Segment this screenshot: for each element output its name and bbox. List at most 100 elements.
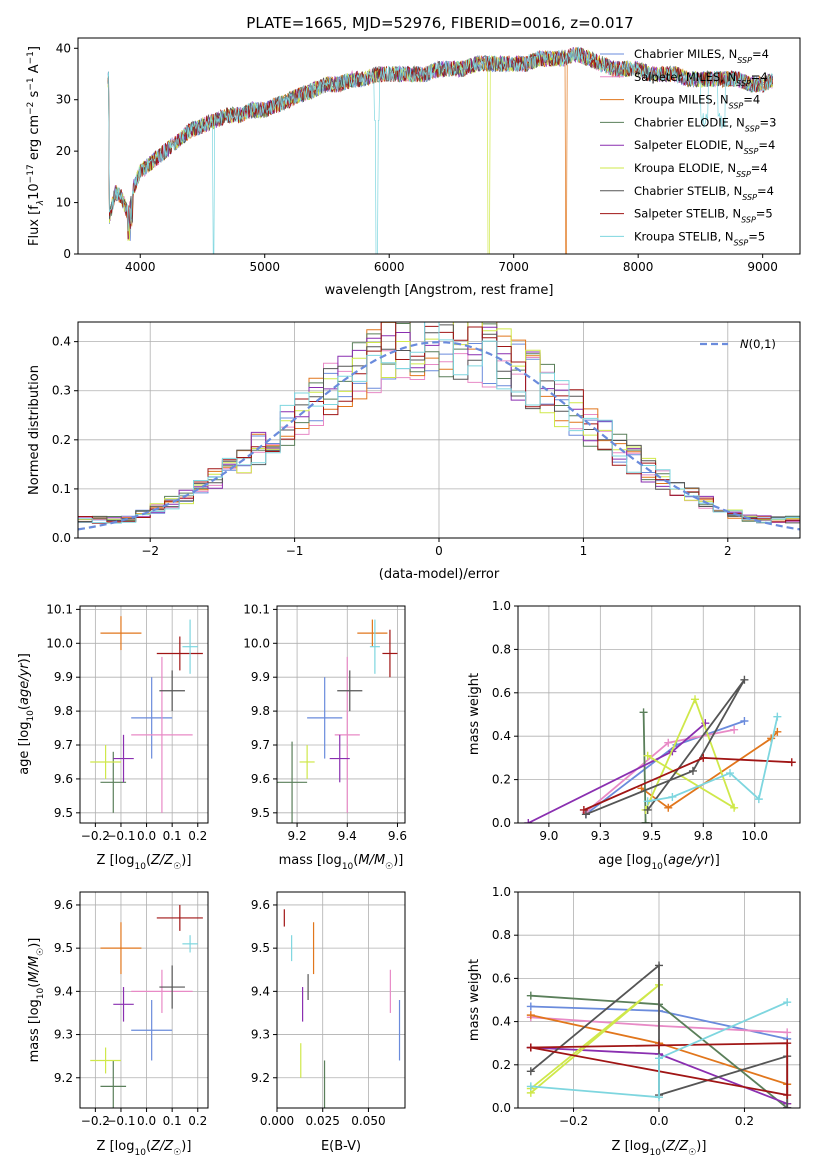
weight-marker-6 xyxy=(691,695,700,704)
weight-marker-9 xyxy=(643,797,652,806)
legend: Chabrier MILES, NSSP=4 Salpeter MILES, NS… xyxy=(600,47,776,247)
y-tick-label: 9.4 xyxy=(54,984,73,998)
y-tick-label: 20 xyxy=(56,144,71,158)
plot-area xyxy=(283,909,401,1108)
label-part: ☉ xyxy=(173,862,181,872)
label-part: Z [log xyxy=(97,1139,135,1154)
label-part: −1 xyxy=(26,77,36,90)
y-tick-label: 9.3 xyxy=(251,1028,270,1042)
legend-sub: SSP xyxy=(736,170,751,179)
weight-marker-8 xyxy=(526,1043,535,1052)
y-tick-label: 9.9 xyxy=(54,670,73,684)
weight-marker-4 xyxy=(641,819,650,823)
legend-n: =4 xyxy=(751,161,768,175)
plot-area xyxy=(526,961,792,1108)
y-tick-label: 9.6 xyxy=(251,772,270,786)
legend-sub: SSP xyxy=(729,101,744,110)
weight-marker-1 xyxy=(526,1002,535,1011)
label-part: M/M xyxy=(27,956,42,983)
legend-sub: SSP xyxy=(736,78,751,87)
weight-marker-2 xyxy=(783,1028,792,1037)
y-tick-label: 0.6 xyxy=(492,971,511,985)
weight-marker-9 xyxy=(668,792,677,801)
y-axis-label: mass weight xyxy=(467,959,482,1041)
weight-marker-4 xyxy=(526,991,535,1000)
x-tick-label: 0.1 xyxy=(163,829,182,843)
label-part: 10 xyxy=(27,183,42,200)
y-tick-label: 0.1 xyxy=(52,482,71,496)
weight-marker-8 xyxy=(579,805,588,814)
axes-frame xyxy=(517,891,801,1109)
weight-line-6 xyxy=(644,696,736,811)
x-tick-label: 0.0 xyxy=(137,829,156,843)
label-part: −2 xyxy=(26,102,36,115)
x-tick-label: 0.0 xyxy=(649,1114,668,1128)
legend-label: Chabrier MILES, NSSP=4 xyxy=(634,47,769,65)
label-part: s xyxy=(27,90,42,101)
label-part: age/yr xyxy=(17,662,32,705)
legend-label: N(0,1) xyxy=(740,337,776,351)
label-part: ( xyxy=(17,705,32,710)
label-part: age [log xyxy=(17,722,32,775)
y-tick-label: 10.0 xyxy=(243,636,270,650)
x-tick-label: 0.0 xyxy=(137,1114,156,1128)
legend-label: Kroupa STELIB, NSSP=5 xyxy=(634,229,765,247)
label-part: ( xyxy=(146,1139,151,1154)
axes-frame xyxy=(79,891,209,1109)
plot-area xyxy=(90,904,203,1108)
y-tick-label: 0.2 xyxy=(52,433,71,447)
legend-n: =5 xyxy=(748,229,765,243)
legend-label: Salpeter ELODIE, NSSP=4 xyxy=(634,138,775,156)
weight-marker-7 xyxy=(526,1067,535,1076)
weight-marker-3 xyxy=(526,1011,535,1020)
y-tick-label: 0.0 xyxy=(52,531,71,545)
weight-line-5 xyxy=(527,722,706,823)
legend-n: =4 xyxy=(757,184,774,198)
y-tick-label: 9.4 xyxy=(251,984,270,998)
x-axis-label: E(B-V) xyxy=(321,1139,361,1154)
x-axis-label: Z [log10(Z/Z☉)] xyxy=(97,853,192,872)
weight-marker-7 xyxy=(643,805,652,814)
y-tick-label: 9.6 xyxy=(54,772,73,786)
panel-mass_ebv: 0.000 0.025 0.050 9.2 9.3 9.4 9.5 9.6 E(B-V) xyxy=(251,891,406,1154)
y-tick-label: 9.9 xyxy=(251,670,270,684)
label-part: age/yr xyxy=(668,853,711,868)
y-tick-label: 0.4 xyxy=(492,729,511,743)
x-axis-label: wavelength [Angstrom, rest frame] xyxy=(325,283,554,298)
label-part: )] xyxy=(27,938,42,948)
plot-area xyxy=(524,675,796,823)
label-part: )] xyxy=(710,853,720,868)
legend-n: =5 xyxy=(756,207,773,221)
label-part: )] xyxy=(393,853,403,868)
weight-marker-8 xyxy=(787,758,796,767)
label-part: 10 xyxy=(651,862,663,872)
label-part: 10 xyxy=(26,710,36,722)
label-part: 10 xyxy=(134,862,146,872)
legend-sub: SSP xyxy=(734,238,749,247)
legend-n: =4 xyxy=(743,93,760,107)
x-tick-label: 0.2 xyxy=(188,1114,207,1128)
panel-weight_Z: −0.2 0.0 0.2 0.0 0.2 0.4 0.6 0.8 1.0 Z [log10(Z/Z… xyxy=(467,885,801,1158)
legend-label: Salpeter STELIB, NSSP=5 xyxy=(634,207,773,225)
label-part: )] xyxy=(17,653,32,663)
label-part: ( xyxy=(353,853,358,868)
x-tick-label: 9.2 xyxy=(288,829,307,843)
weight-marker-9 xyxy=(754,795,763,804)
y-tick-label: 0.0 xyxy=(492,816,511,830)
y-tick-label: 9.5 xyxy=(251,941,270,955)
x-tick-label: 10.0 xyxy=(741,829,768,843)
label-part: A xyxy=(27,64,42,77)
x-tick-label: 0.050 xyxy=(351,1114,385,1128)
weight-marker-6 xyxy=(643,751,652,760)
label-part: 10 xyxy=(36,987,46,999)
x-tick-label: 9.5 xyxy=(642,829,661,843)
x-axis-label: mass [log10(M/M☉)] xyxy=(279,853,404,872)
y-tick-label: 0.3 xyxy=(52,384,71,398)
y-tick-label: 9.3 xyxy=(54,1028,73,1042)
x-tick-label: 6000 xyxy=(374,260,405,274)
label-part: 10 xyxy=(649,1148,661,1158)
label-part: 10 xyxy=(134,1148,146,1158)
legend-n: =4 xyxy=(752,47,769,61)
x-tick-label: −2 xyxy=(141,544,159,558)
